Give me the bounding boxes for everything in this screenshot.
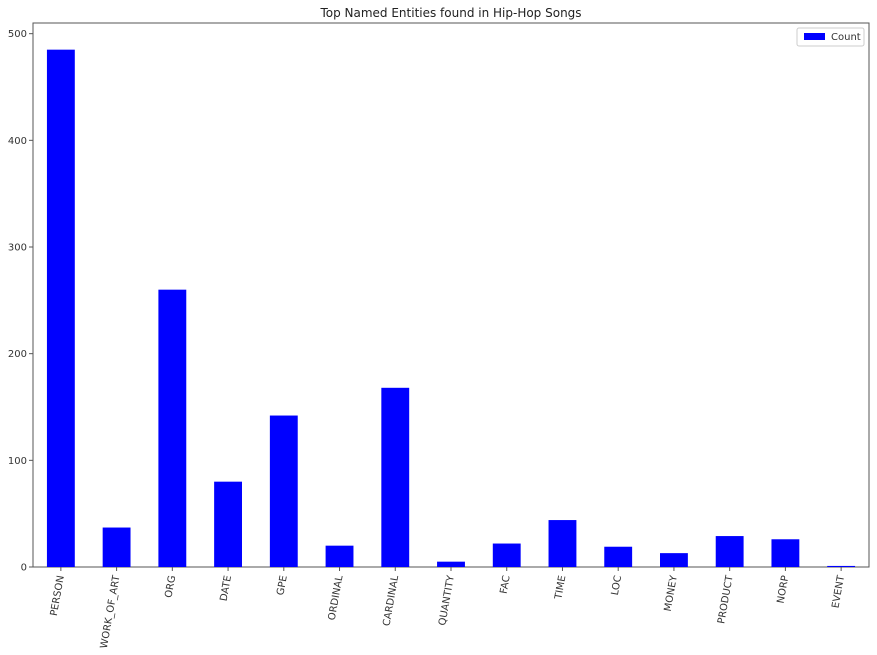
x-tick-label: DATE [219, 575, 234, 603]
y-axis: 0 100 200 300 400 500 [8, 29, 33, 574]
x-tick-label: CARDINAL [381, 574, 401, 627]
bar-person [46, 49, 75, 567]
y-tick-label: 500 [8, 29, 27, 40]
bar-event [827, 565, 856, 567]
legend: Count [796, 27, 865, 47]
bar-work-of-art [102, 527, 131, 567]
x-tick-label: LOC [610, 575, 624, 597]
bar-money [660, 553, 688, 567]
x-tick-label: PRODUCT [716, 574, 735, 625]
bar-quantity [437, 561, 465, 567]
y-tick-label: 200 [8, 349, 27, 360]
x-tick-label: WORK_OF_ART [99, 574, 123, 650]
bar-time [548, 520, 577, 567]
x-tick-label: QUANTITY [437, 574, 457, 627]
x-tick-label: ORG [164, 575, 179, 599]
x-tick-label: NORP [776, 575, 792, 605]
bar-gpe [269, 415, 298, 567]
x-tick-label: PERSON [49, 575, 67, 617]
y-tick-label: 100 [8, 456, 27, 467]
x-tick-label: EVENT [831, 574, 848, 609]
x-tick-label: MONEY [663, 574, 680, 613]
bar-org [158, 289, 187, 567]
y-tick-label: 0 [21, 563, 27, 574]
x-tick-label: ORDINAL [327, 574, 346, 621]
bar-norp [771, 539, 800, 567]
x-tick-label: FAC [499, 575, 513, 595]
bar-loc [604, 546, 633, 567]
x-tick-label: GPE [275, 575, 289, 597]
x-axis: PERSON WORK_OF_ART ORG DATE GPE ORDINAL CARDIN… [49, 567, 847, 649]
bars [46, 49, 856, 567]
x-tick-label: TIME [553, 575, 568, 602]
bar-date [214, 481, 242, 567]
y-tick-label: 300 [8, 243, 27, 254]
bar-fac [492, 543, 521, 567]
bar-cardinal [381, 387, 410, 567]
bar-ordinal [325, 545, 354, 567]
bar-product [715, 536, 744, 567]
y-tick-label: 400 [8, 136, 27, 147]
legend-swatch [804, 33, 825, 40]
legend-box [796, 27, 865, 47]
chart-title: Top Named Entities found in Hip-Hop Song… [319, 6, 581, 20]
legend-label: Count [831, 32, 861, 43]
